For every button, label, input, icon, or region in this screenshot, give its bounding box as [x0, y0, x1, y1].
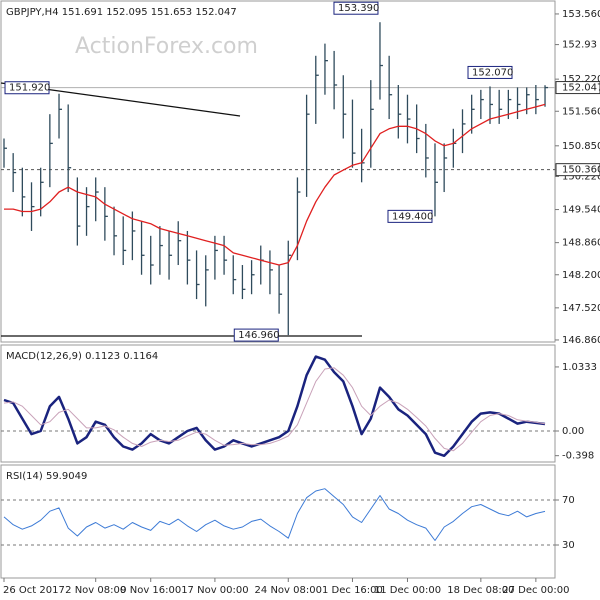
annotation-box	[4, 81, 50, 95]
level-label: 150.360	[562, 165, 600, 176]
x-tick-label: 11 Dec 00:00	[374, 585, 441, 596]
panel-title: MACD(12,26,9) 0.1123 0.1164	[6, 351, 158, 362]
y-tick-label: -0.398	[562, 451, 594, 462]
annotation-box	[333, 1, 379, 15]
y-tick-label: 30	[562, 540, 575, 551]
y-tick-label: 146.860	[562, 335, 600, 346]
y-tick-label: 0.00	[562, 426, 584, 437]
x-tick-label: 26 Oct 2017	[3, 585, 65, 596]
x-tick-label: 1 Dec 16:00	[322, 585, 383, 596]
line	[3, 488, 546, 541]
panel-title: RSI(14) 59.9049	[6, 471, 87, 482]
y-tick-label: 70	[562, 495, 575, 506]
annotation-label: 149.400	[392, 211, 433, 222]
level-box	[555, 163, 600, 177]
y-tick-label: 150.220	[562, 171, 600, 182]
panel-title: GBPJPY,H4 151.691 152.095 151.653 152.04…	[6, 7, 237, 18]
line	[3, 355, 546, 458]
annotation-label: 146.960	[238, 330, 279, 341]
y-tick-label: 153.560	[562, 9, 600, 20]
y-tick-label: 150.850	[562, 141, 600, 152]
annotation-box	[233, 328, 279, 342]
line	[3, 367, 546, 452]
y-tick-label: 147.520	[562, 303, 600, 314]
x-tick-label: 24 Nov 08:00	[255, 585, 322, 596]
y-tick-label: 151.560	[562, 106, 600, 117]
y-tick-label: 152.220	[562, 74, 600, 85]
last-price-box	[555, 81, 600, 95]
y-tick-label: 152.93	[562, 40, 597, 51]
x-tick-label: 18 Dec 08:00	[447, 585, 514, 596]
annotation-label: 151.920	[9, 83, 50, 94]
annotation-box	[467, 65, 513, 79]
y-tick-label: 1.0333	[562, 362, 597, 373]
x-tick-label: 2 Nov 08:00	[65, 585, 126, 596]
watermark: ActionForex.com	[75, 34, 258, 59]
annotation-label: 153.390	[338, 3, 379, 14]
panel-frame	[0, 0, 556, 343]
x-tick-label: 27 Dec 00:00	[502, 585, 569, 596]
y-tick-label: 149.540	[562, 205, 600, 216]
last-price-label: 152.047	[562, 83, 600, 94]
x-tick-label: 17 Nov 00:00	[181, 585, 248, 596]
y-tick-label: 148.200	[562, 270, 600, 281]
annotation-box	[387, 209, 433, 223]
y-tick-label: 148.860	[562, 238, 600, 249]
x-tick-label: 9 Nov 16:00	[120, 585, 181, 596]
panel-frame	[0, 344, 556, 463]
annotation-label: 152.070	[472, 67, 513, 78]
line	[4, 103, 546, 266]
panel-frame	[0, 464, 556, 579]
